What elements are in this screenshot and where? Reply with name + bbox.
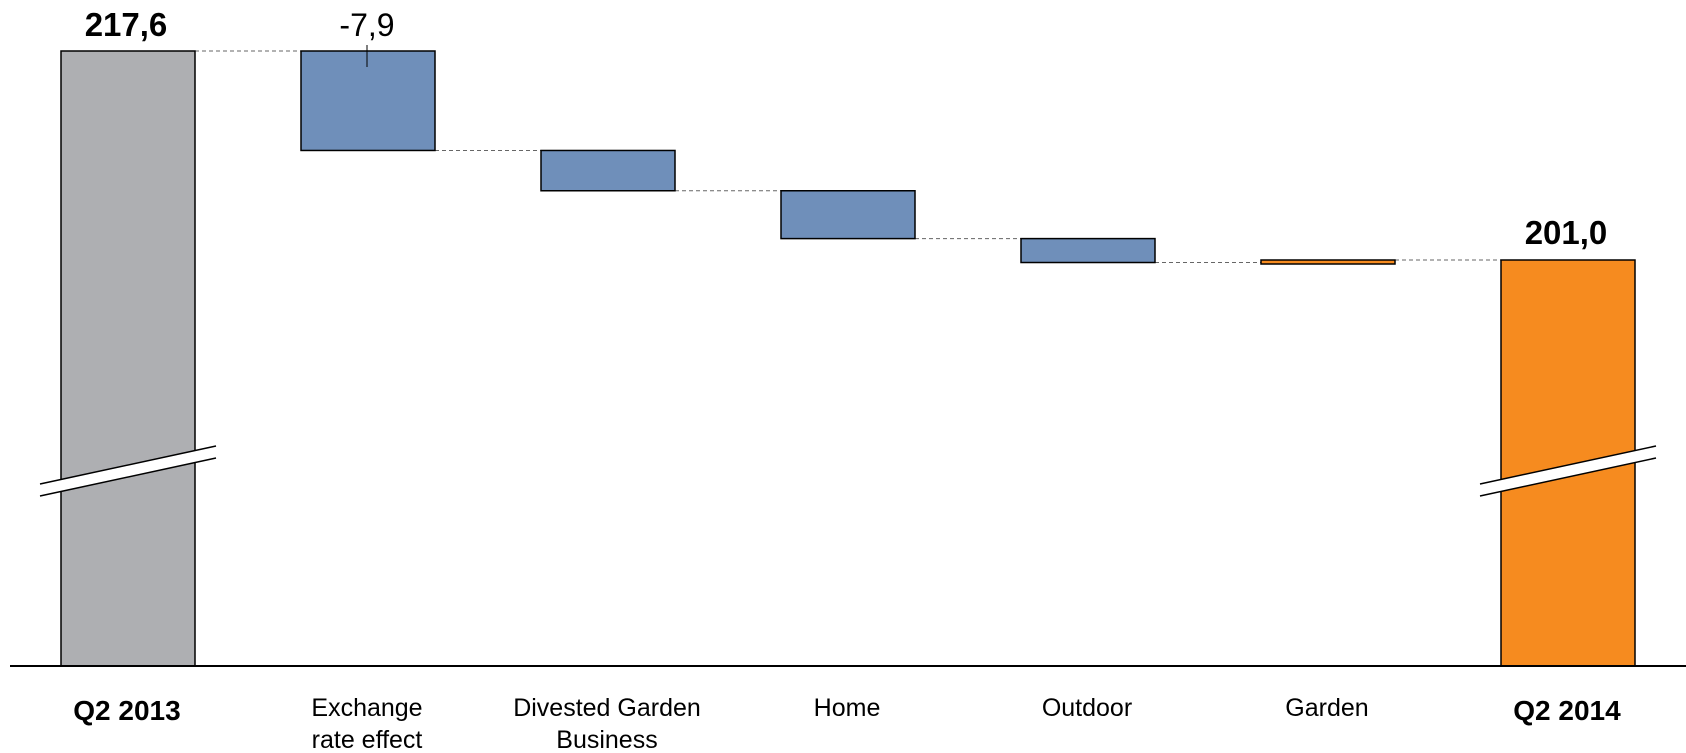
category-labels: Q2 2013 Exchange rate effect Divested Garde… <box>73 694 1621 753</box>
axis-break-start-gap <box>40 446 216 496</box>
value-label-exchange-rate-effect: -7,9 <box>339 7 394 43</box>
axis-break-end-line-upper <box>1479 445 1657 485</box>
category-label-exchange-rate-effect-line-2: rate effect <box>312 726 423 753</box>
category-label-garden: Garden <box>1285 694 1368 722</box>
axis-break-start-line-lower <box>39 457 217 497</box>
category-label-divested-garden-business-line-1: Divested Garden <box>513 694 701 722</box>
category-label-exchange-rate-effect-line-1: Exchange <box>311 694 422 722</box>
category-label-q2-2013: Q2 2013 <box>73 695 180 726</box>
bar-garden <box>1260 259 1396 265</box>
value-labels: 217,6 201,0 -7,9 <box>85 6 1608 251</box>
value-label-q2-2013: 217,6 <box>85 6 168 43</box>
value-label-q2-2014: 201,0 <box>1525 214 1608 251</box>
bar-q2-2013 <box>60 50 196 667</box>
bar-divested-garden-business <box>540 149 676 192</box>
bars <box>60 50 1636 667</box>
bar-outdoor <box>1020 237 1156 264</box>
connector-lines <box>195 50 1501 264</box>
axis-breaks <box>39 445 1657 497</box>
bar-exchange-rate-effect <box>300 50 436 152</box>
bar-home <box>780 190 916 240</box>
axis-break-end-line-lower <box>1479 457 1657 497</box>
category-label-q2-2014: Q2 2014 <box>1513 695 1621 726</box>
axis-break-end-gap <box>1480 446 1656 496</box>
category-label-outdoor: Outdoor <box>1042 694 1132 722</box>
axis-break-start-line-upper <box>39 445 217 485</box>
category-label-divested-garden-business-line-2: Business <box>556 726 657 753</box>
category-label-home: Home <box>814 694 881 722</box>
